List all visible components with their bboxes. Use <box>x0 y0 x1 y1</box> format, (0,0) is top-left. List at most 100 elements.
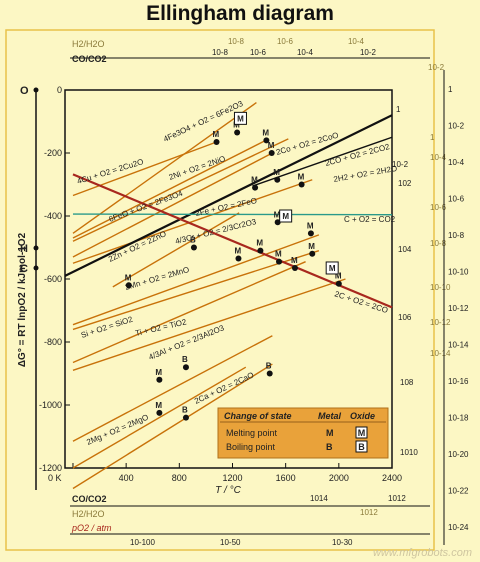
phase-dot <box>125 282 132 289</box>
series-line <box>72 213 393 216</box>
series-line <box>72 234 320 326</box>
phase-label: M <box>274 210 281 219</box>
phase-label: M <box>233 121 240 130</box>
right-h2-tick: 10-4 <box>430 153 447 162</box>
right-po2-tick: 10-24 <box>448 523 469 532</box>
series-label: 2H2 + O2 = 2H2O <box>333 164 398 184</box>
right-h2-tick: 10-12 <box>430 318 451 327</box>
series-line <box>72 366 247 469</box>
oxide-box-marker <box>325 261 339 275</box>
bottom-co-co2-label: CO/CO2 <box>72 494 107 504</box>
phase-label: B <box>182 406 188 415</box>
top-co-tick: 10-2 <box>360 48 377 57</box>
phase-label: B <box>266 362 272 371</box>
top-co-co2-label: CO/CO2 <box>72 54 107 64</box>
right-po2-tick: 10-10 <box>448 268 469 277</box>
phase-label: M <box>234 247 241 256</box>
right-h2-tick: 10-6 <box>430 203 447 212</box>
top-h2-h2o-label: H2/H2O <box>72 39 105 49</box>
bottom-h2-tick: 1012 <box>360 508 378 517</box>
right-po2-tick: 1 <box>448 85 453 94</box>
outer-frame <box>5 29 435 551</box>
phase-label: M <box>307 221 314 230</box>
y-tick-label: -800 <box>44 337 62 347</box>
left-point-label: H <box>20 243 28 255</box>
phase-dot <box>182 364 189 371</box>
right-po2-tick: 10-4 <box>448 158 465 167</box>
right-h2-tick: 10-8 <box>430 239 447 248</box>
series-line <box>72 278 346 372</box>
phase-dot <box>156 376 163 383</box>
bottom-po2-tick: 10-100 <box>130 538 155 547</box>
series-line <box>72 138 289 242</box>
x-tick-label: 2000 <box>329 473 349 483</box>
phase-dot <box>257 247 264 254</box>
x-tick-label: 1200 <box>222 473 242 483</box>
phase-dot <box>266 370 273 377</box>
right-po2-tick: 10-2 <box>448 122 465 131</box>
right-h2-tick: 1 <box>430 133 435 142</box>
phase-label: M <box>291 256 298 265</box>
series-label: C + O2 = CO2 <box>344 215 396 224</box>
y-tick-label: -1200 <box>39 463 62 473</box>
right-po2-tick: 10-6 <box>448 195 465 204</box>
y-axis-label: ΔG° = RT lnpO2 / kJmol-1O2 <box>17 232 28 367</box>
watermark: www.mfgrobots.com <box>372 547 472 559</box>
bottom-co-tick: 1014 <box>310 494 328 503</box>
phase-dot <box>291 264 298 271</box>
right-co-tick: 1 <box>396 105 401 114</box>
phase-dot <box>182 414 189 421</box>
right-co-tick: 106 <box>398 313 412 322</box>
phase-dot <box>252 184 259 191</box>
oxide-box-label: M <box>329 264 336 273</box>
y-tick-label: -200 <box>44 148 62 158</box>
phase-label: M <box>155 368 162 377</box>
x-tick-label: 2400 <box>382 473 402 483</box>
oxide-box-marker <box>279 209 293 223</box>
phase-label: M <box>155 401 162 410</box>
bottom-co-tick: 1012 <box>388 494 406 503</box>
top-h2-tick: 10-4 <box>348 37 365 46</box>
top-co-tick: 10-8 <box>212 48 229 57</box>
left-point-o <box>33 87 39 93</box>
left-point-c <box>33 265 39 271</box>
top-co-tick: 10-6 <box>250 48 267 57</box>
legend-header: Metal <box>318 411 342 421</box>
right-po2-tick: 10-14 <box>448 341 469 350</box>
x-tick-label: 1600 <box>276 473 296 483</box>
series-line <box>64 114 393 277</box>
phase-label: M <box>335 272 342 281</box>
right-po2-tick: 10-16 <box>448 377 469 386</box>
right-co-tick: 10-2 <box>392 160 409 169</box>
left-point-h <box>33 245 39 251</box>
phase-label: M <box>273 168 280 177</box>
left-point-label: C <box>20 263 28 275</box>
right-po2-tick: 10-8 <box>448 231 465 240</box>
series-line <box>112 212 240 288</box>
right-co-tick: 102 <box>398 179 412 188</box>
phase-label: B <box>182 355 188 364</box>
right-po2-tick: 10-22 <box>448 487 469 496</box>
series-label: 2Co + O2 = 2CoO <box>275 130 339 156</box>
phase-label: M <box>213 130 220 139</box>
left-point-label: O <box>20 85 29 97</box>
phase-label: M <box>262 128 269 137</box>
x-tick-label: 0 K <box>48 473 62 483</box>
legend-row-label: Melting point <box>226 428 278 438</box>
y-tick-label: 0 <box>57 85 62 95</box>
right-co-tick: 104 <box>398 245 412 254</box>
series-label: 2Ni + O2 = 2NiO <box>168 154 227 182</box>
y-tick-label: -400 <box>44 211 62 221</box>
bottom-po2-tick: 10-30 <box>332 538 353 547</box>
right-co-tick: 108 <box>400 378 414 387</box>
phase-dot <box>335 280 342 287</box>
right-co-tick: 1010 <box>400 448 418 457</box>
phase-dot <box>276 258 283 265</box>
series-line <box>72 363 273 490</box>
top-h2-tick: 10-8 <box>228 37 245 46</box>
bottom-po2-label: pO2 / atm <box>71 523 112 533</box>
phase-dot <box>213 138 220 145</box>
legend-metal-symbol: B <box>326 442 333 452</box>
